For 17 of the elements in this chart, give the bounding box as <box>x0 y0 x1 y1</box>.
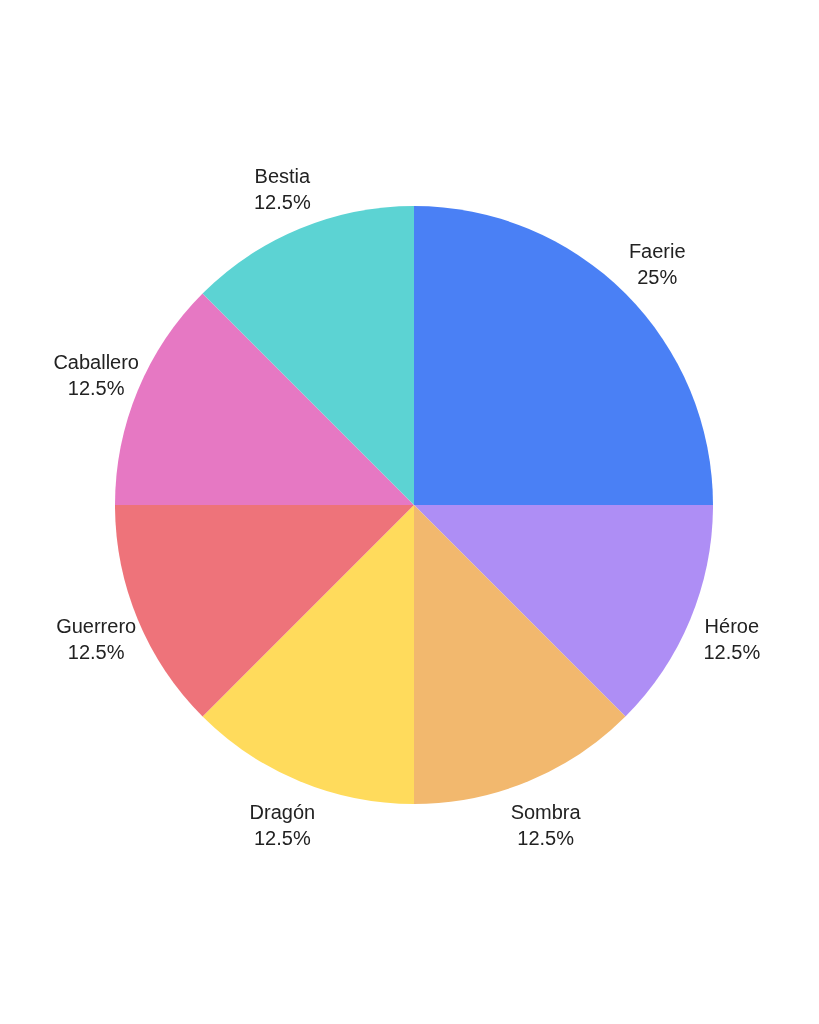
slice-label: Guerrero <box>56 614 137 637</box>
data-label: 12.5% <box>67 377 125 400</box>
slice-label: Sombra <box>510 800 582 823</box>
data-label: 12.5% <box>703 640 761 663</box>
pie-slice <box>414 505 626 804</box>
pie-slice <box>202 505 414 804</box>
slice-label: Faerie <box>628 239 686 262</box>
slice-label: Caballero <box>53 351 139 374</box>
slice-label: Dragón <box>249 800 316 823</box>
slice-label: Héroe <box>704 614 760 637</box>
data-label: 12.5% <box>254 826 311 849</box>
data-label: 25% <box>637 265 678 288</box>
data-label: 12.5% <box>67 640 125 663</box>
pie-slice <box>414 206 713 505</box>
slice-label: Bestia <box>254 165 312 188</box>
data-label: 12.5% <box>517 826 575 849</box>
data-label: 12.5% <box>254 191 311 214</box>
